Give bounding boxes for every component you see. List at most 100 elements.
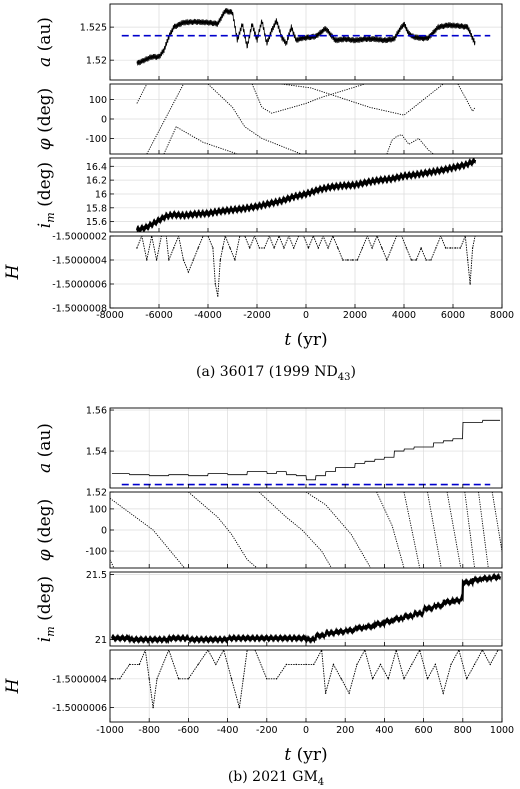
data-point [248,247,251,249]
x-tick-label: -400 [217,725,239,736]
x-tick-label: 600 [415,725,433,736]
series-group [110,492,502,568]
x-tick-label: -1000 [96,725,124,736]
data-point [411,663,413,666]
x-tick-label: 1000 [490,725,514,736]
y-tick-label: 16.2 [86,176,107,187]
resonant-angle-branch [457,84,476,113]
x-tick-label: -2000 [243,310,271,321]
y-tick-label: -100 [85,134,107,145]
y-axis-label: φ (deg) [35,499,55,561]
data-point [155,259,158,261]
x-tick-label: -200 [256,725,278,736]
y-tick-label: 21 [95,635,107,646]
data-point [425,259,427,261]
data-point [234,259,236,261]
figure-caption: (a) 36017 (1999 ND43) [196,364,356,383]
y-axis-label: H [3,263,23,280]
y-tick-label: -1.5000006 [52,703,107,714]
data-point [459,247,462,249]
data-point [305,663,307,666]
resonant-angle-branch [251,84,365,114]
data-point [197,663,199,666]
data-point [258,247,261,249]
x-axis-label: t (yr) [284,745,327,765]
data-point [356,663,358,666]
y-axis-label: im (deg) [35,162,57,228]
y-tick-label: 0 [101,526,107,537]
y-axis-label: φ (deg) [35,88,55,150]
series-curve [136,236,476,297]
figure-a: 1.52 1.525 a (au) -100 0 100 φ (deg) 15.6 15.8 16… [3,3,514,383]
data-point [217,295,219,297]
panel-2: -100 0 100 φ (deg) [35,491,503,569]
data-point [444,247,447,249]
panel-2: -100 0 100 φ (deg) [35,83,503,155]
data-point [229,247,231,249]
data-point [473,663,476,666]
resonant-angle-branch [281,84,444,116]
data-point [324,692,327,694]
data-point [266,678,268,680]
data-point [415,259,417,261]
resonant-angle-branch [478,492,489,568]
x-tick-label: -800 [138,725,160,736]
panel-1: 1.52 1.525 a (au) [35,3,503,81]
series-line [135,158,477,232]
y-tick-label: 21.5 [86,570,107,581]
resonant-angle-branch [464,492,476,568]
data-point [128,663,131,666]
data-point [379,663,382,666]
x-tick-label: 400 [375,725,393,736]
data-point [119,678,121,680]
data-point [348,692,350,694]
data-point [327,247,329,249]
data-point [136,247,138,249]
data-point [403,678,405,680]
y-tick-label: 15.6 [86,217,107,228]
y-tick-label: 1.52 [86,56,107,67]
resonant-angle-branch [305,492,372,568]
y-tick-label: 1.56 [86,406,107,417]
data-point [387,678,390,680]
y-tick-label: -1.5000004 [52,256,107,267]
panel-3: 21 21.5 im (deg) [35,570,503,647]
resonant-angle-branch [110,559,115,568]
data-point [187,678,190,680]
data-point [307,247,310,249]
y-tick-label: -1.5000002 [52,232,107,243]
resonant-angle-branch [163,126,238,154]
figure-caption: (b) 2021 GM4 [228,769,324,788]
data-point [346,259,349,261]
data-point [434,663,437,666]
data-point [242,678,244,680]
data-point [230,678,233,680]
series-group [110,572,502,645]
y-tick-label: 1.525 [80,23,107,34]
data-point [146,259,148,261]
x-tick-label: -8000 [96,310,124,321]
resonant-angle-branch [386,134,434,154]
x-tick-label: 0 [303,725,309,736]
x-tick-label: 0 [303,310,309,321]
data-point [467,259,469,261]
y-axis-label: a (au) [35,423,55,473]
y-tick-label: 100 [89,504,107,515]
data-point [168,259,170,261]
data-point [156,678,158,680]
resonant-angle-branch [446,492,462,568]
data-point [182,259,185,261]
x-tick-label: 200 [336,725,354,736]
data-point [449,247,452,249]
x-tick-label: -6000 [145,310,173,321]
x-tick-label: 6000 [441,310,465,321]
panel-3: 15.6 15.8 16 16.2 16.4 im (deg) [35,157,503,233]
data-point [454,247,457,249]
x-tick-label: -4000 [194,310,222,321]
y-tick-label: 15.8 [86,203,107,214]
data-point [351,259,354,261]
x-tick-label: 2000 [343,310,367,321]
resonant-angle-branch [403,492,421,568]
